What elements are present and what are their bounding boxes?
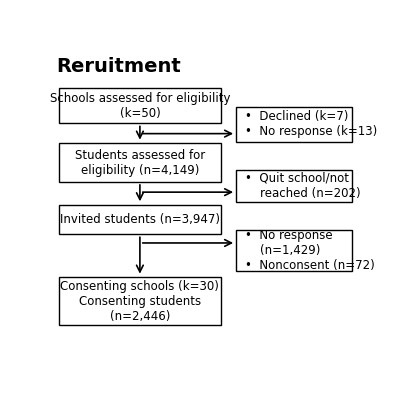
FancyBboxPatch shape: [59, 144, 220, 182]
FancyBboxPatch shape: [59, 278, 220, 325]
FancyBboxPatch shape: [236, 230, 352, 271]
Text: Schools assessed for eligibility
(k=50): Schools assessed for eligibility (k=50): [50, 92, 230, 120]
Text: •  Declined (k=7)
•  No response (k=13): • Declined (k=7) • No response (k=13): [245, 110, 378, 138]
Text: Invited students (n=3,947): Invited students (n=3,947): [60, 213, 220, 226]
Text: Students assessed for
eligibility (n=4,149): Students assessed for eligibility (n=4,1…: [75, 149, 205, 177]
FancyBboxPatch shape: [59, 88, 220, 124]
Text: Reruitment: Reruitment: [56, 57, 180, 76]
FancyBboxPatch shape: [236, 106, 352, 142]
Text: •  Quit school/not
    reached (n=202): • Quit school/not reached (n=202): [245, 172, 361, 200]
Text: •  No response
    (n=1,429)
•  Nonconsent (n=72): • No response (n=1,429) • Nonconsent (n=…: [245, 229, 375, 272]
FancyBboxPatch shape: [59, 205, 220, 234]
Text: Consenting schools (k=30)
Consenting students
(n=2,446): Consenting schools (k=30) Consenting stu…: [60, 280, 219, 323]
FancyBboxPatch shape: [236, 170, 352, 202]
